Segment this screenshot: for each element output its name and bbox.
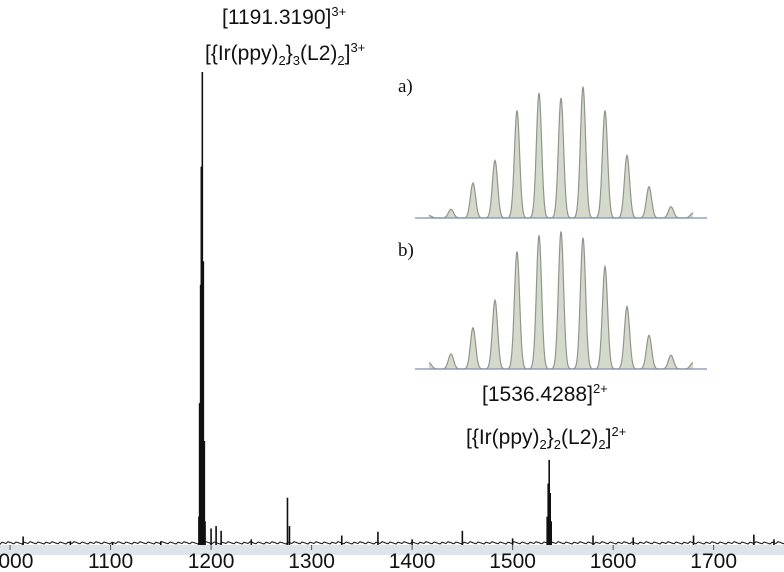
peak-1191-mz: [1191.3190] — [222, 6, 332, 29]
inset-a-profile — [429, 86, 694, 219]
inset-b-fill — [429, 231, 693, 369]
formula-part: (L2) — [300, 42, 338, 65]
x-tick-label: 1000 — [0, 550, 33, 572]
formula-part: (L2) — [561, 426, 599, 449]
formula-sub: 2 — [598, 437, 606, 453]
formula-part: } — [546, 426, 554, 449]
formula-part: [{Ir(ppy) — [205, 42, 279, 65]
x-tick-label: 1700 — [690, 550, 737, 572]
formula-sub: 3 — [292, 53, 301, 69]
inset-b-profile — [428, 231, 694, 370]
formula-sub: 2 — [337, 53, 345, 69]
x-tick-label: 1600 — [590, 550, 637, 572]
peak-1536-mz: [1536.4288] — [482, 383, 593, 406]
x-tick-label: 1400 — [389, 550, 436, 572]
formula-sub: 2 — [539, 437, 547, 453]
peak-1536-mz-label: [1536.4288]2+ — [482, 381, 608, 407]
x-tick-label: 1200 — [188, 550, 235, 572]
peak-1536-charge: 2+ — [592, 381, 608, 396]
formula-part: } — [285, 42, 293, 65]
spectrum-baseline — [0, 541, 784, 545]
peak-1191-charge: 3+ — [331, 4, 347, 19]
formula-charge: 3+ — [350, 40, 366, 55]
formula-sub: 2 — [553, 437, 562, 453]
x-tick-label: 1300 — [288, 550, 335, 572]
peak-1536-formula-label: [{Ir(ppy)2}2(L2)2]2+ — [466, 424, 626, 452]
formula-part: [{Ir(ppy) — [466, 426, 540, 449]
x-tick-label: 1100 — [88, 550, 133, 572]
peak-1191-formula-label: [{Ir(ppy)2}3(L2)2]3+ — [205, 40, 365, 68]
formula-charge: 2+ — [611, 424, 627, 439]
inset-b-label: b) — [398, 240, 414, 261]
formula-part: ] — [605, 426, 612, 449]
inset-a-label: a) — [398, 76, 413, 97]
axis-band — [0, 545, 784, 555]
formula-sub: 2 — [278, 53, 286, 69]
formula-part: ] — [344, 42, 351, 65]
x-tick-label: 1500 — [489, 550, 536, 572]
inset-a-fill — [429, 86, 693, 218]
peak-1191-mz-label: [1191.3190]3+ — [222, 4, 346, 30]
